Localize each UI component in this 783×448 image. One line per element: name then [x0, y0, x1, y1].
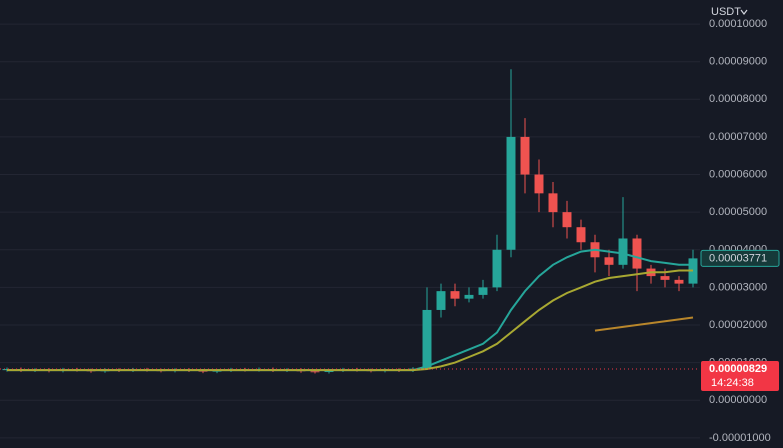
- candle-body: [492, 249, 502, 288]
- price-axis: 0.00010000 0.00009000 0.00008000 0.00007000…: [700, 18, 780, 444]
- last-price-label: 0.00003771: [709, 252, 767, 264]
- candle-body: [604, 257, 614, 265]
- candle-body: [478, 287, 488, 295]
- currency-selector[interactable]: USDT: [711, 6, 748, 18]
- last-price-box: [700, 249, 780, 267]
- y-tick-label: 0.00000000: [709, 394, 767, 406]
- candle-body: [548, 193, 558, 213]
- candle-body: [660, 276, 670, 280]
- candle-body: [450, 291, 460, 299]
- candle-body: [324, 370, 334, 373]
- y-tick-label: -0.00001000: [709, 432, 771, 444]
- mark-price-box: [701, 361, 779, 392]
- candle-body: [576, 227, 586, 243]
- candle-body: [464, 294, 474, 299]
- currency-label[interactable]: USDT: [711, 6, 741, 18]
- indicator-line: [7, 269, 693, 372]
- y-tick-label: 0.00005000: [709, 206, 767, 218]
- candle-body: [674, 279, 684, 284]
- y-tick-label: 0.00007000: [709, 131, 767, 143]
- mark-price-label: 0.00000829: [709, 363, 767, 375]
- candle-body: [310, 371, 320, 373]
- candle-body: [520, 136, 530, 175]
- y-tick-label: 0.00002000: [709, 319, 767, 331]
- candle-body: [632, 238, 642, 269]
- y-tick-label: 0.00006000: [709, 168, 767, 180]
- grid: [0, 23, 700, 439]
- y-tick-label: 0.00008000: [709, 93, 767, 105]
- indicator-line: [594, 316, 694, 332]
- candle-body: [506, 136, 516, 250]
- y-tick-label: 0.00009000: [709, 56, 767, 68]
- plot-area: [0, 69, 700, 374]
- candle-body: [2, 369, 12, 371]
- dropdown-icon[interactable]: [740, 9, 748, 15]
- countdown-label: 14:24:38: [711, 377, 754, 389]
- candle-body: [422, 309, 432, 369]
- y-tick-label: 0.00003000: [709, 281, 767, 293]
- candle-body: [618, 238, 628, 265]
- y-tick-label: 0.00010000: [709, 18, 767, 30]
- candle-body: [534, 174, 544, 194]
- candle-body: [436, 291, 446, 310]
- candle-body: [562, 212, 572, 228]
